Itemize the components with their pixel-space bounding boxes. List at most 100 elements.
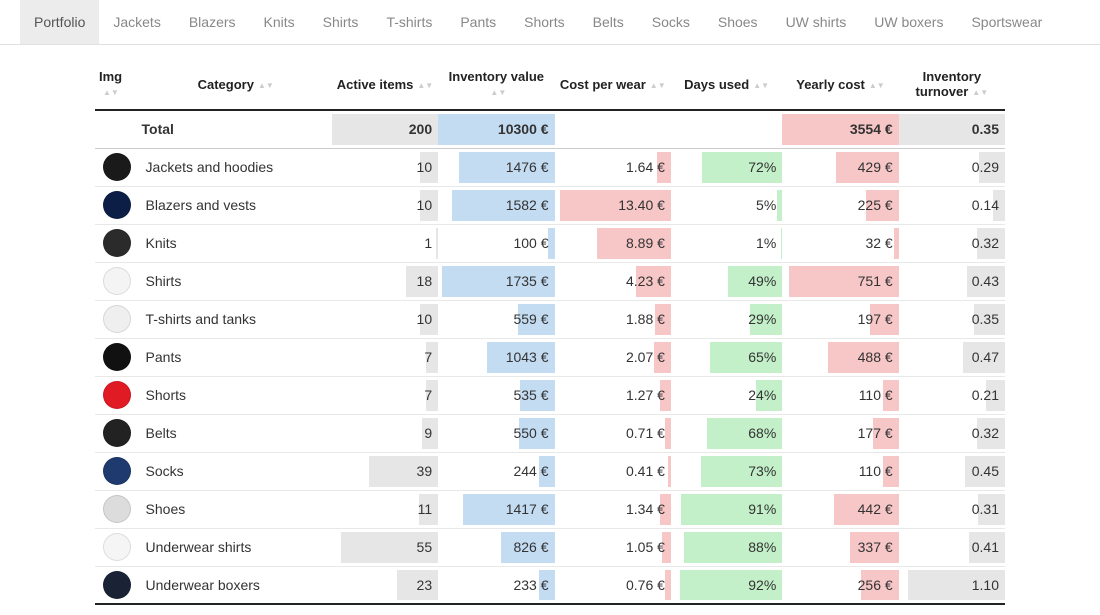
table-cell: 68% — [671, 414, 782, 452]
table-cell: 429 € — [782, 148, 898, 186]
tab-portfolio[interactable]: Portfolio — [20, 0, 99, 44]
category-cell: Shorts — [140, 376, 332, 414]
col-header-category[interactable]: Category▲▼ — [140, 63, 332, 110]
table-cell: 88% — [671, 528, 782, 566]
table-cell: 1582 € — [438, 186, 554, 224]
table-cell: 488 € — [782, 338, 898, 376]
category-thumb-icon — [103, 343, 131, 371]
table-cell: 1 — [332, 224, 438, 262]
tab-pants[interactable]: Pants — [446, 0, 510, 44]
table-cell: 0.32 — [899, 224, 1005, 262]
sort-icon: ▲▼ — [103, 90, 119, 95]
category-thumb-icon — [103, 381, 131, 409]
table-cell: 1.05 € — [555, 528, 671, 566]
tab-shirts[interactable]: Shirts — [309, 0, 373, 44]
table-cell: 91% — [671, 490, 782, 528]
tab-uw-boxers[interactable]: UW boxers — [860, 0, 957, 44]
table-row[interactable]: Shirts181735 €4.23 €49%751 €0.43 — [95, 262, 1005, 300]
table-row[interactable]: Knits1100 €8.89 €1%32 €0.32 — [95, 224, 1005, 262]
tab-belts[interactable]: Belts — [579, 0, 638, 44]
table-cell: 10 — [332, 300, 438, 338]
col-header-active[interactable]: Active items▲▼ — [332, 63, 438, 110]
tab-jackets[interactable]: Jackets — [99, 0, 174, 44]
tab-shorts[interactable]: Shorts — [510, 0, 578, 44]
table-cell: 0.47 — [899, 338, 1005, 376]
category-thumb-icon — [103, 571, 131, 599]
table-row[interactable]: Blazers and vests101582 €13.40 €5%225 €0… — [95, 186, 1005, 224]
table-cell: 200 — [332, 110, 438, 148]
table-cell: 23 — [332, 566, 438, 604]
table-cell: 7 — [332, 376, 438, 414]
table-cell: 0.21 — [899, 376, 1005, 414]
table-cell: 0.41 € — [555, 452, 671, 490]
col-header-inventory[interactable]: Inventory value▲▼ — [438, 63, 554, 110]
table-row[interactable]: Jackets and hoodies101476 €1.64 €72%429 … — [95, 148, 1005, 186]
table-cell: 32 € — [782, 224, 898, 262]
table-cell: 1735 € — [438, 262, 554, 300]
sort-icon: ▲▼ — [972, 90, 988, 95]
thumb-cell — [95, 376, 140, 414]
category-thumb-icon — [103, 191, 131, 219]
table-cell: 0.41 — [899, 528, 1005, 566]
portfolio-table-wrap: Img▲▼ Category▲▼ Active items▲▼ Inventor… — [0, 45, 1100, 615]
tab-socks[interactable]: Socks — [638, 0, 704, 44]
category-thumb-icon — [103, 495, 131, 523]
tab-sportswear[interactable]: Sportswear — [957, 0, 1056, 44]
table-row[interactable]: Underwear boxers23233 €0.76 €92%256 €1.1… — [95, 566, 1005, 604]
tab-uw-shirts[interactable]: UW shirts — [772, 0, 861, 44]
table-cell: 29% — [671, 300, 782, 338]
portfolio-table: Img▲▼ Category▲▼ Active items▲▼ Inventor… — [95, 63, 1005, 605]
col-header-cpw[interactable]: Cost per wear▲▼ — [555, 63, 671, 110]
tab-blazers[interactable]: Blazers — [175, 0, 250, 44]
table-cell: 55 — [332, 528, 438, 566]
table-cell: 751 € — [782, 262, 898, 300]
table-cell: 559 € — [438, 300, 554, 338]
table-row[interactable]: Shorts7535 €1.27 €24%110 €0.21 — [95, 376, 1005, 414]
table-cell: 177 € — [782, 414, 898, 452]
table-cell: 535 € — [438, 376, 554, 414]
thumb-cell — [95, 414, 140, 452]
col-header-yearly[interactable]: Yearly cost▲▼ — [782, 63, 898, 110]
col-header-days[interactable]: Days used▲▼ — [671, 63, 782, 110]
table-cell: 0.32 — [899, 414, 1005, 452]
table-row[interactable]: Shoes111417 €1.34 €91%442 €0.31 — [95, 490, 1005, 528]
sort-icon: ▲▼ — [650, 83, 666, 88]
table-cell: 1.27 € — [555, 376, 671, 414]
tab-shoes[interactable]: Shoes — [704, 0, 772, 44]
table-cell: 13.40 € — [555, 186, 671, 224]
table-cell: 65% — [671, 338, 782, 376]
table-row[interactable]: Pants71043 €2.07 €65%488 €0.47 — [95, 338, 1005, 376]
table-cell: 0.29 — [899, 148, 1005, 186]
table-cell: 3554 € — [782, 110, 898, 148]
table-row[interactable]: Belts9550 €0.71 €68%177 €0.32 — [95, 414, 1005, 452]
table-cell: 10 — [332, 148, 438, 186]
thumb-cell — [95, 566, 140, 604]
table-row[interactable]: T-shirts and tanks10559 €1.88 €29%197 €0… — [95, 300, 1005, 338]
table-cell: 1.88 € — [555, 300, 671, 338]
tab-knits[interactable]: Knits — [250, 0, 309, 44]
table-cell: 197 € — [782, 300, 898, 338]
thumb-cell — [95, 148, 140, 186]
table-row[interactable]: Socks39244 €0.41 €73%110 €0.45 — [95, 452, 1005, 490]
category-cell: Pants — [140, 338, 332, 376]
table-cell: 24% — [671, 376, 782, 414]
table-cell: 0.31 — [899, 490, 1005, 528]
table-cell: 39 — [332, 452, 438, 490]
col-header-img[interactable]: Img▲▼ — [95, 63, 140, 110]
category-thumb-icon — [103, 533, 131, 561]
thumb-cell — [95, 262, 140, 300]
tab-t-shirts[interactable]: T-shirts — [372, 0, 446, 44]
col-header-turnover[interactable]: Inventory turnover▲▼ — [899, 63, 1005, 110]
table-cell: 72% — [671, 148, 782, 186]
table-cell: 0.35 — [899, 110, 1005, 148]
category-thumb-icon — [103, 419, 131, 447]
table-cell: 442 € — [782, 490, 898, 528]
category-cell: Underwear shirts — [140, 528, 332, 566]
thumb-cell — [95, 490, 140, 528]
table-cell: 826 € — [438, 528, 554, 566]
thumb-cell — [95, 338, 140, 376]
table-row[interactable]: Underwear shirts55826 €1.05 €88%337 €0.4… — [95, 528, 1005, 566]
table-cell: 244 € — [438, 452, 554, 490]
table-cell: 550 € — [438, 414, 554, 452]
thumb-cell — [95, 452, 140, 490]
